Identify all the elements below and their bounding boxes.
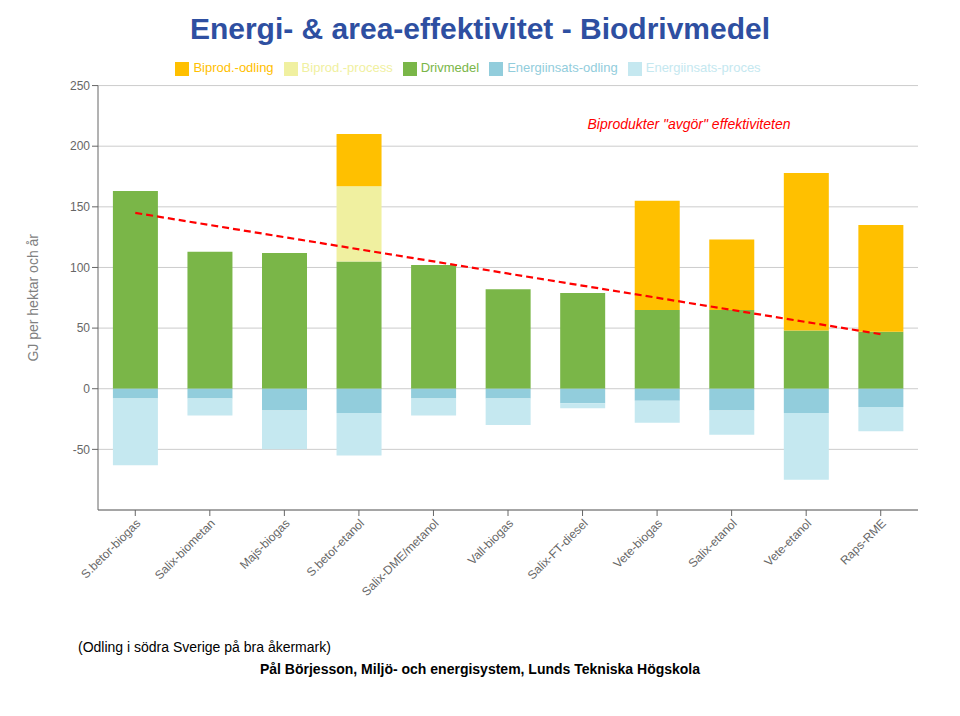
svg-text:250: 250 xyxy=(70,79,90,93)
svg-text:S.betor-biogas: S.betor-biogas xyxy=(78,516,143,581)
svg-text:GJ per hektar och år: GJ per hektar och år xyxy=(25,234,41,362)
svg-text:Vete-biogas: Vete-biogas xyxy=(611,516,666,571)
svg-text:Salix-FT-diesel: Salix-FT-diesel xyxy=(525,516,591,582)
svg-text:Biprodukter "avgör" effektivit: Biprodukter "avgör" effektiviteten xyxy=(588,116,791,132)
html-text:Energiinsats-proces: Energiinsats-proces xyxy=(645,60,761,75)
svg-text:50: 50 xyxy=(77,321,91,335)
svg-text:Vall-biogas: Vall-biogas xyxy=(465,516,516,567)
svg-text:Salix-etanol: Salix-etanol xyxy=(686,516,740,570)
svg-text:Vete-etanol: Vete-etanol xyxy=(761,516,814,569)
html-text:Pål Börjesson, Miljö- och ener: Pål Börjesson, Miljö- och energisystem, … xyxy=(260,661,700,677)
svg-text:-50: -50 xyxy=(73,443,91,457)
svg-text:Majs-biogas: Majs-biogas xyxy=(237,516,293,572)
svg-text:0: 0 xyxy=(83,382,90,396)
svg-text:150: 150 xyxy=(70,200,90,214)
html-text:Biprod.-process: Biprod.-process xyxy=(301,60,393,75)
html-text:Drivmedel: Drivmedel xyxy=(420,60,480,75)
svg-text:S.betor-etanol: S.betor-etanol xyxy=(304,516,367,579)
svg-text:Salix-DME/metanol: Salix-DME/metanol xyxy=(359,516,442,599)
svg-text:Raps-RME: Raps-RME xyxy=(837,516,888,567)
svg-text:100: 100 xyxy=(70,261,90,275)
svg-text:Salix-biometan: Salix-biometan xyxy=(152,516,218,582)
svg-text:200: 200 xyxy=(70,139,90,153)
html-text:Energi- & area-effektivitet -: Energi- & area-effektivitet - Biodrivmed… xyxy=(189,12,771,45)
html-text:Energiinsats-odling: Energiinsats-odling xyxy=(507,60,618,75)
html-text:(Odling i södra Sverige på bra: (Odling i södra Sverige på bra åkermark) xyxy=(78,639,331,655)
html-text:Biprod.-odling: Biprod.-odling xyxy=(193,60,274,75)
